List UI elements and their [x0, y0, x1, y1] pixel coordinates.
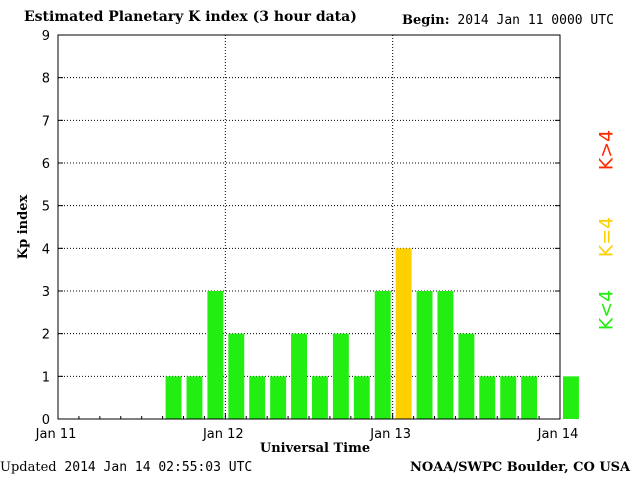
y-tick-label: 4	[42, 242, 50, 257]
kp-bar	[500, 376, 517, 419]
updated-info: Updated 2014 Jan 14 02:55:03 UTC	[0, 460, 252, 475]
x-tick-label: Jan 12	[202, 427, 244, 442]
kp-bar	[291, 333, 307, 419]
y-tick-label: 9	[42, 29, 50, 44]
chart-title: Estimated Planetary K index (3 hour data…	[24, 9, 357, 25]
x-axis: Jan 11 Jan 12 Jan 13 Jan 14	[35, 413, 579, 442]
kp-bar	[207, 291, 224, 419]
y-tick-label: 5	[42, 200, 50, 215]
x-tick-label: Jan 13	[369, 427, 411, 442]
grid-lines	[58, 34, 560, 419]
credit: NOAA/SWPC Boulder, CO USA	[410, 460, 631, 475]
x-axis-title: Universal Time	[260, 441, 370, 456]
kp-bar	[521, 376, 538, 419]
kp-bar	[395, 248, 412, 419]
x-tick-label: Jan 14	[537, 427, 579, 442]
begin-value: 2014 Jan 11 0000 UTC	[457, 13, 614, 28]
legend-entry: K=4	[596, 217, 618, 257]
kp-bar	[228, 333, 245, 419]
begin-label: Begin:	[402, 13, 450, 28]
y-tick-label: 6	[42, 157, 50, 172]
kp-bar	[374, 291, 391, 419]
kp-bar	[312, 376, 328, 419]
y-tick-label: 3	[42, 285, 50, 300]
legend-entry: K<4	[596, 290, 618, 330]
updated-value: 2014 Jan 14 02:55:03 UTC	[64, 460, 253, 475]
legend-entry: K>4	[596, 130, 618, 170]
kp-bar	[563, 376, 579, 419]
y-axis-title: Kp index	[16, 195, 31, 260]
kp-bar	[437, 291, 454, 419]
kp-bar	[332, 333, 349, 419]
kp-bar	[458, 333, 475, 419]
kp-bar	[165, 376, 182, 419]
kp-bar	[416, 291, 433, 419]
y-tick-label: 0	[42, 413, 50, 428]
kp-bar	[249, 376, 266, 419]
begin-info: Begin: 2014 Jan 11 0000 UTC	[402, 13, 614, 28]
plot-frame	[57, 34, 561, 420]
x-tick-label: Jan 11	[35, 427, 77, 442]
kp-bar	[353, 376, 370, 419]
updated-label: Updated	[0, 460, 57, 475]
bars	[165, 248, 579, 419]
y-axis: 0 1 2 3 4 5 6 7 8 9	[42, 29, 560, 428]
kp-bar	[479, 376, 496, 419]
kp-bar	[270, 376, 287, 419]
y-tick-label: 8	[42, 72, 50, 87]
y-tick-label: 1	[42, 370, 50, 385]
kp-bar	[186, 376, 203, 419]
y-tick-label: 7	[42, 114, 50, 129]
legend: K>4 K=4 K<4	[596, 130, 618, 330]
y-tick-label: 2	[42, 328, 50, 343]
